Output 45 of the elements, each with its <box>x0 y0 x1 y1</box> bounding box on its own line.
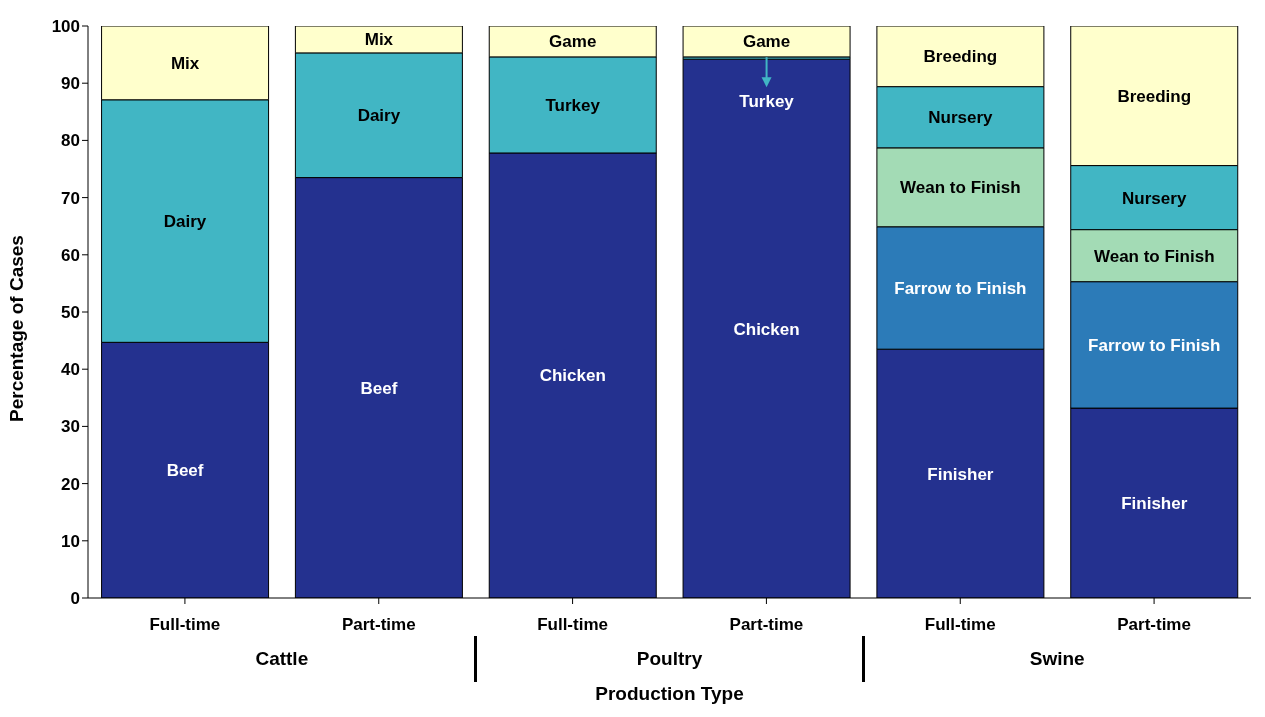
x-tick-label: Full-time <box>149 615 221 635</box>
data-label: Dairy <box>163 212 207 232</box>
data-label: Wean to Finish <box>900 178 1021 198</box>
y-tick-label: 50 <box>61 303 80 323</box>
data-label: Game <box>742 32 791 52</box>
x-tick-label: Part-time <box>341 615 416 635</box>
x-tick-label: Full-time <box>924 615 996 635</box>
data-label: Wean to Finish <box>1093 246 1215 266</box>
y-tick-label: 20 <box>61 474 80 494</box>
text: Swine <box>1028 648 1086 670</box>
x-tick-label: Full-time <box>537 615 609 635</box>
y-tick-label: 90 <box>61 74 80 94</box>
y-axis-title: Percentage of Cases <box>5 235 27 422</box>
y-tick-label: 10 <box>61 531 80 551</box>
text: Poultry <box>635 648 704 670</box>
data-label: Chicken <box>539 366 606 386</box>
data-label: Beef <box>166 461 204 481</box>
x-axis-title: Production Type <box>595 683 744 704</box>
data-label: Game <box>549 32 597 52</box>
y-tick-label: 0 <box>70 589 80 609</box>
data-label: Nursery <box>928 108 994 128</box>
bar <box>682 26 851 58</box>
data-label: Mix <box>170 53 200 73</box>
data-label: Farrow to Finish <box>1088 335 1221 355</box>
y-tick-label: 80 <box>61 131 80 151</box>
data-label: Breeding <box>923 47 998 67</box>
y-tick-label: 40 <box>61 360 80 380</box>
data-label: Nursery <box>1122 188 1187 208</box>
x-tick-label: Part-time <box>1117 615 1191 635</box>
data-label: Turkey <box>739 92 795 112</box>
y-tick-label: 70 <box>61 188 80 208</box>
data-label: Beef <box>360 378 398 398</box>
data-label: Finisher <box>927 464 994 484</box>
data-label: Finisher <box>1121 494 1188 514</box>
data-label: Mix <box>364 30 394 50</box>
data-label: Turkey <box>545 95 601 115</box>
data-label: Breeding <box>1117 86 1192 106</box>
text: Cattle <box>254 648 310 670</box>
y-tick-label: 30 <box>61 417 80 437</box>
y-tick-label: 60 <box>61 245 80 265</box>
x-tick-label: Part-time <box>729 615 804 635</box>
data-label: Chicken <box>733 319 800 339</box>
y-tick-label: 100 <box>51 17 80 37</box>
data-label: Dairy <box>357 106 401 126</box>
data-label: Farrow to Finish <box>894 278 1027 298</box>
